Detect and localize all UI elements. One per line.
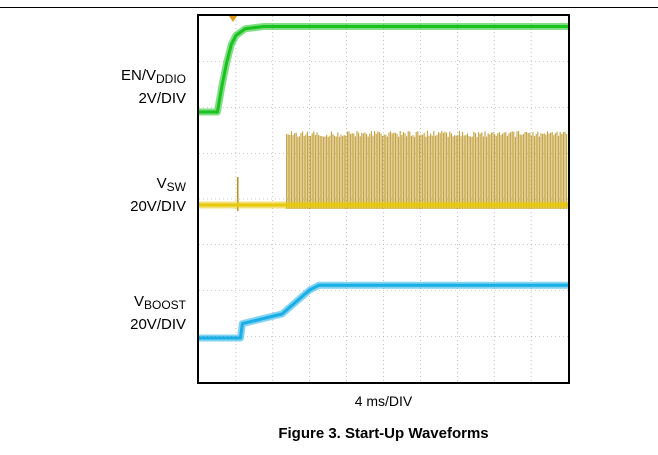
- en-vddio-scale: 2V/DIV: [138, 90, 186, 107]
- vsw-scale: 20V/DIV: [130, 198, 186, 215]
- vsw-switching-band: [236, 130, 568, 211]
- trace-band-2: [199, 281, 568, 342]
- timebase-label: 4 ms/DIV: [354, 393, 413, 409]
- trace-line-0: [199, 25, 568, 114]
- en-vddio-name: EN/VDDIO: [120, 67, 186, 86]
- vboost-scale: 20V/DIV: [130, 316, 186, 333]
- trigger-marker-icon: [229, 16, 237, 22]
- figure-caption: Figure 3. Start-Up Waveforms: [278, 425, 489, 442]
- oscilloscope-screen: [197, 14, 570, 384]
- oscilloscope-plot: [199, 16, 568, 382]
- scope-grid: [199, 16, 568, 382]
- vsw-name: VSW: [156, 175, 186, 194]
- trace-line-2: [199, 283, 568, 340]
- top-rule: [0, 7, 658, 8]
- vboost-name: VBOOST: [133, 293, 186, 312]
- vsw-label: VSW 20V/DIV: [66, 174, 186, 216]
- vboost-label: VBOOST 20V/DIV: [66, 292, 186, 334]
- scope-traces: [199, 16, 568, 342]
- trace-band-0: [199, 23, 568, 116]
- en-vddio-label: EN/VDDIO 2V/DIV: [66, 66, 186, 108]
